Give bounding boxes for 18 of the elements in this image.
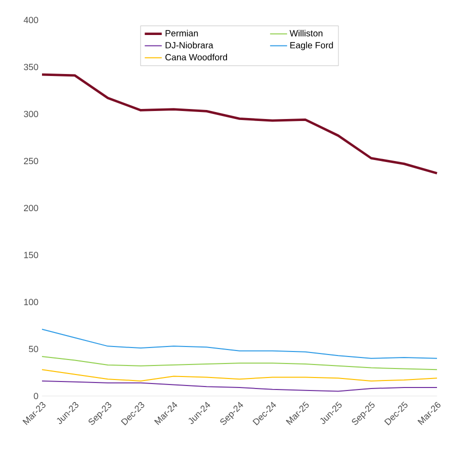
legend-label: Eagle Ford	[290, 42, 333, 50]
y-tick-label: 150	[24, 252, 38, 258]
legend-label: DJ-Niobrara	[166, 42, 214, 48]
line-series	[40, 73, 438, 174]
y-tick-label: 350	[24, 64, 38, 70]
y-tick-label: 50	[28, 346, 38, 352]
y-tick-label: 0	[34, 392, 38, 400]
legend-label: Williston	[290, 30, 322, 36]
y-tick-label: 300	[24, 110, 38, 118]
y-tick-label: 100	[24, 298, 38, 306]
line-series	[42, 369, 438, 382]
line-series	[42, 380, 438, 392]
y-tick-label: 200	[24, 204, 38, 212]
y-tick-label: 250	[24, 158, 38, 164]
line-series	[42, 328, 438, 359]
y-tick-label: 400	[24, 16, 38, 24]
legend-label: Permian	[166, 30, 198, 36]
legend-label: Cana Woodford	[165, 54, 228, 60]
